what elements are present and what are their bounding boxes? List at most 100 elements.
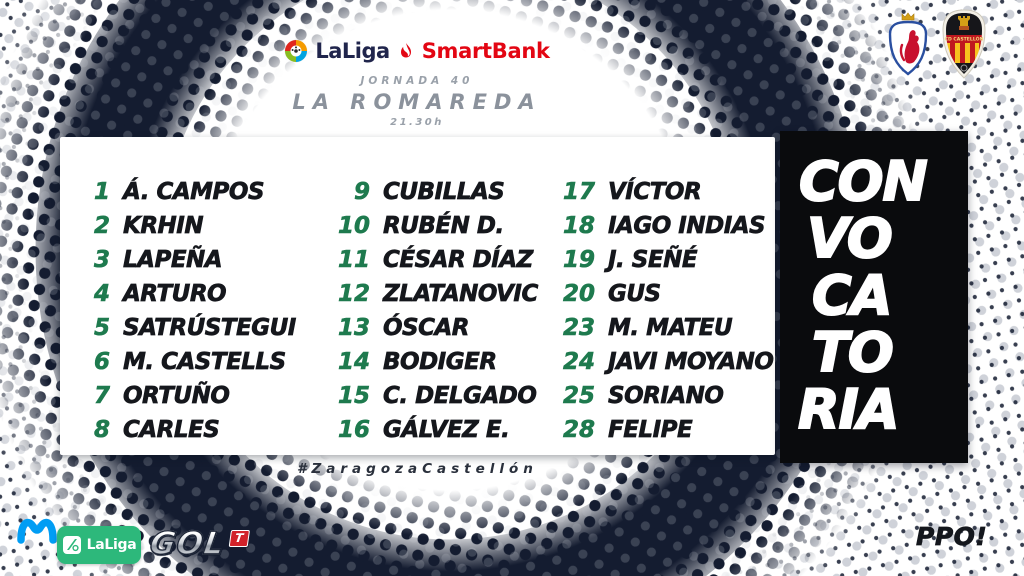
player-row: 28 FELIPE bbox=[559, 413, 775, 447]
player-name: FELIPE bbox=[608, 417, 693, 444]
player-row: 23 M. MATEU bbox=[559, 311, 775, 345]
laliga-badge: LaLiga bbox=[57, 526, 141, 564]
player-number: 16 bbox=[337, 417, 371, 444]
player-name: GUS bbox=[608, 281, 662, 308]
jornada-label: JORNADA 40 bbox=[360, 75, 474, 87]
player-number: 14 bbox=[337, 349, 371, 376]
player-number: 20 bbox=[562, 281, 596, 308]
gol-tv-logo: GOL T bbox=[147, 525, 250, 563]
player-row: 11 CÉSAR DÍAZ bbox=[334, 243, 559, 277]
smartbank-wordmark: SmartBank bbox=[421, 39, 550, 63]
player-name: M. MATEU bbox=[608, 315, 733, 342]
player-row: 3 LAPEÑA bbox=[74, 243, 334, 277]
player-row: 2 KRHIN bbox=[74, 209, 334, 243]
player-row: 20 GUS bbox=[559, 277, 775, 311]
squad-column-1: 1 Á. CAMPOS 2 KRHIN 3 LAPEÑA 4 ARTURO 5 SATRÚSTEG… bbox=[74, 175, 334, 455]
player-number: 5 bbox=[93, 315, 111, 342]
castellon-crest: CD CASTELLÓN bbox=[942, 9, 986, 79]
match-hashtag: #ZaragozaCastellón bbox=[297, 461, 538, 477]
player-name: ZLATANOVIC bbox=[383, 281, 539, 308]
player-row: 4 ARTURO bbox=[74, 277, 334, 311]
convocatoria-box: CON VO CA TO RIA bbox=[780, 131, 968, 463]
squad-column-2: 9 CUBILLAS 10 RUBÉN D. 11 CÉSAR DÍAZ 12 ZLATANO… bbox=[334, 175, 559, 455]
player-name: SATRÚSTEGUI bbox=[123, 315, 297, 342]
player-number: 23 bbox=[562, 315, 596, 342]
player-name: C. DELGADO bbox=[383, 383, 538, 410]
player-name: Á. CAMPOS bbox=[123, 179, 265, 206]
castellon-crest-label: CD CASTELLÓN bbox=[945, 36, 984, 43]
player-row: 1 Á. CAMPOS bbox=[74, 175, 334, 209]
player-row: 16 GÁLVEZ E. bbox=[334, 413, 559, 447]
convocatoria-line: CA bbox=[811, 264, 893, 327]
player-row: 19 J. SEÑÉ bbox=[559, 243, 775, 277]
player-name: VÍCTOR bbox=[608, 179, 702, 206]
player-row: 12 ZLATANOVIC bbox=[334, 277, 559, 311]
gol-wordmark: GOL bbox=[147, 525, 228, 562]
laliga-badge-wordmark: LaLiga bbox=[86, 537, 137, 553]
player-name: GÁLVEZ E. bbox=[383, 417, 511, 444]
player-row: 8 CARLES bbox=[74, 413, 334, 447]
player-name: J. SEÑÉ bbox=[608, 247, 698, 274]
player-name: CÉSAR DÍAZ bbox=[383, 247, 534, 274]
player-name: ARTURO bbox=[123, 281, 227, 308]
player-row: 9 CUBILLAS bbox=[334, 175, 559, 209]
player-row: 13 ÓSCAR bbox=[334, 311, 559, 345]
player-name: ORTUÑO bbox=[123, 383, 231, 410]
convocatoria-line: TO bbox=[811, 321, 895, 384]
player-number: 3 bbox=[93, 247, 111, 274]
player-row: 18 IAGO INDIAS bbox=[559, 209, 775, 243]
player-name: SORIANO bbox=[608, 383, 725, 410]
player-number: 8 bbox=[93, 417, 111, 444]
player-number: 9 bbox=[353, 179, 371, 206]
player-number: 15 bbox=[337, 383, 371, 410]
player-number: 4 bbox=[93, 281, 111, 308]
laliga-wordmark: LaLiga bbox=[315, 39, 390, 63]
match-header: LaLiga SmartBank JORNADA 40 LA ROMAREDA … bbox=[217, 36, 617, 128]
convocatoria-text: CON VO CA TO RIA bbox=[780, 150, 968, 441]
kickoff-time: 21.30h bbox=[390, 117, 444, 128]
laliga-badge-crest-icon bbox=[62, 536, 81, 554]
player-row: 7 ORTUÑO bbox=[74, 379, 334, 413]
squad-column-3: 17 VÍCTOR 18 IAGO INDIAS 19 J. SEÑÉ 20 GUS 23 M. … bbox=[559, 175, 775, 455]
player-name: RUBÉN D. bbox=[383, 213, 505, 240]
player-number: 19 bbox=[562, 247, 596, 274]
player-name: CUBILLAS bbox=[383, 179, 506, 206]
signoff-text: PPO! bbox=[916, 522, 988, 552]
player-row: 6 M. CASTELLS bbox=[74, 345, 334, 379]
convocatoria-line: RIA bbox=[797, 378, 900, 441]
player-name: JAVI MOYANO bbox=[608, 349, 775, 376]
laliga-crest-icon bbox=[285, 39, 308, 63]
player-name: M. CASTELLS bbox=[123, 349, 287, 376]
venue-label: LA ROMAREDA bbox=[292, 90, 542, 114]
player-number: 11 bbox=[337, 247, 371, 274]
convocatoria-line: CON bbox=[798, 150, 929, 213]
player-name: CARLES bbox=[123, 417, 221, 444]
player-row: 17 VÍCTOR bbox=[559, 175, 775, 209]
player-number: 6 bbox=[93, 349, 111, 376]
player-number: 18 bbox=[562, 213, 596, 240]
squad-card: 1 Á. CAMPOS 2 KRHIN 3 LAPEÑA 4 ARTURO 5 SATRÚSTEG… bbox=[60, 137, 775, 455]
player-name: LAPEÑA bbox=[123, 247, 223, 274]
player-number: 1 bbox=[93, 179, 111, 206]
player-row: 25 SORIANO bbox=[559, 379, 775, 413]
player-number: 24 bbox=[562, 349, 596, 376]
player-name: BODIGER bbox=[383, 349, 498, 376]
convocatoria-line: VO bbox=[806, 207, 894, 270]
player-row: 5 SATRÚSTEGUI bbox=[74, 311, 334, 345]
player-number: 2 bbox=[93, 213, 111, 240]
movistar-logo bbox=[17, 518, 57, 544]
player-number: 7 bbox=[93, 383, 111, 410]
player-number: 28 bbox=[562, 417, 596, 444]
zaragoza-crest bbox=[888, 12, 928, 76]
player-number: 17 bbox=[562, 179, 596, 206]
player-name: KRHIN bbox=[123, 213, 204, 240]
gol-t-icon: T bbox=[228, 530, 250, 547]
player-name: IAGO INDIAS bbox=[608, 213, 766, 240]
player-row: 15 C. DELGADO bbox=[334, 379, 559, 413]
player-row: 14 BODIGER bbox=[334, 345, 559, 379]
player-row: 10 RUBÉN D. bbox=[334, 209, 559, 243]
player-number: 12 bbox=[337, 281, 371, 308]
player-name: ÓSCAR bbox=[383, 315, 470, 342]
santander-flame-icon bbox=[400, 43, 411, 58]
laliga-smartbank-logo: LaLiga SmartBank bbox=[217, 36, 617, 66]
